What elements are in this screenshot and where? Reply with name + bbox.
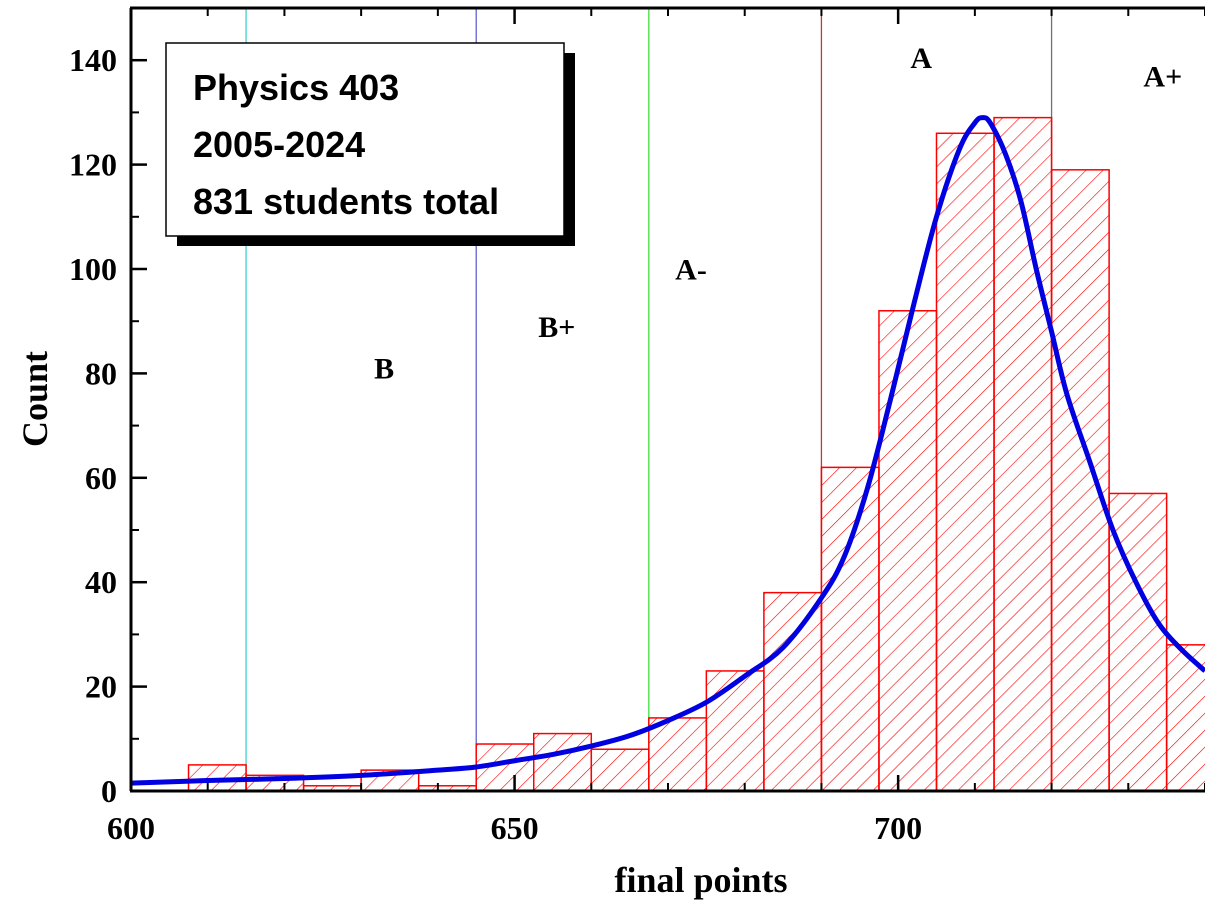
x-axis-title: final points	[614, 860, 787, 900]
y-tick-label: 40	[85, 564, 117, 600]
fit-curve-group	[130, 115, 1205, 786]
y-tick-label: 80	[85, 355, 117, 391]
info-line-total: 831 students total	[193, 181, 499, 222]
info-line-course: Physics 403	[193, 67, 399, 108]
histogram-bar	[648, 717, 708, 791]
histogram-bar	[820, 466, 880, 791]
grade-label: A	[910, 42, 932, 75]
histogram-bar	[533, 732, 593, 791]
histogram-bar	[705, 670, 765, 791]
info-box: Physics 403 2005-2024 831 students total	[165, 42, 575, 246]
histogram-bar	[1165, 644, 1205, 791]
grade-label: A+	[1143, 60, 1182, 93]
fit-curve	[130, 115, 1205, 786]
histogram-bar	[1050, 169, 1110, 791]
x-tick-label: 600	[107, 810, 155, 846]
histogram-bars	[187, 116, 1205, 791]
grade-label: A-	[675, 253, 707, 286]
y-tick-label: 0	[101, 773, 117, 809]
histogram-bar	[878, 310, 938, 791]
histogram-bar	[590, 748, 650, 791]
histogram-bar	[935, 132, 995, 791]
y-tick-label: 60	[85, 460, 117, 496]
y-tick-label: 140	[69, 42, 117, 78]
y-tick-label: 120	[69, 147, 117, 183]
info-line-years: 2005-2024	[193, 124, 365, 165]
y-tick-label: 100	[69, 251, 117, 287]
histogram-bar	[993, 116, 1053, 791]
x-tick-label: 700	[874, 810, 922, 846]
y-ticks: 0 20 40 60 80 100 120 140	[69, 42, 147, 809]
grade-label: B	[374, 353, 394, 386]
histogram-bar	[763, 591, 823, 791]
grade-labels: B B+ A- A A+	[374, 42, 1182, 386]
x-ticks: 600 650 700	[107, 8, 1205, 846]
x-tick-label: 650	[491, 810, 539, 846]
y-axis-title: Count	[15, 351, 55, 447]
y-tick-label: 20	[85, 669, 117, 705]
info-box-frame	[165, 42, 565, 237]
grade-label: B+	[538, 311, 575, 344]
